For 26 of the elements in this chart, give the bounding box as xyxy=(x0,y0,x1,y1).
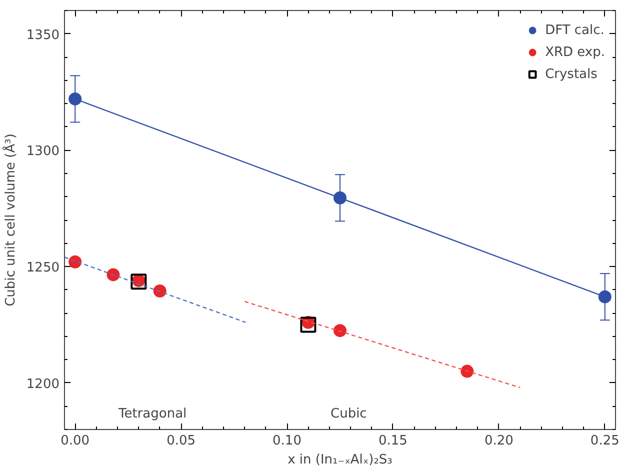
y-tick-label: 1200 xyxy=(26,376,60,392)
x-tick-label: 0.05 xyxy=(166,434,196,448)
legend-label: DFT calc. xyxy=(545,22,604,38)
point xyxy=(334,324,346,338)
y-tick-label: 1250 xyxy=(26,260,60,276)
x-tick-label: 0.15 xyxy=(378,434,408,448)
point xyxy=(300,316,316,333)
point xyxy=(68,92,82,106)
legend-label: Crystals xyxy=(545,66,598,82)
annotation: Tetragonal xyxy=(118,406,187,422)
legend-label: XRD exp. xyxy=(545,44,605,60)
point xyxy=(598,290,612,304)
x-tick-label: 0.20 xyxy=(484,434,514,448)
annotation: Cubic xyxy=(330,406,367,422)
point xyxy=(68,255,82,268)
point xyxy=(106,268,120,282)
y-axis-title: Cubic unit cell volume (Å³) xyxy=(1,134,18,306)
point xyxy=(334,191,346,204)
y-tick-label: 1350 xyxy=(26,28,60,43)
x-tick-label: 0.25 xyxy=(590,434,620,448)
point xyxy=(460,364,474,378)
point xyxy=(153,284,166,298)
x-axis-title: x in (In₁₋ₓAlₓ)₂S₃ xyxy=(288,452,392,468)
x-tick-label: 0.00 xyxy=(60,434,90,448)
y-tick-label: 1300 xyxy=(26,144,60,160)
x-tick-label: 0.10 xyxy=(272,434,302,448)
